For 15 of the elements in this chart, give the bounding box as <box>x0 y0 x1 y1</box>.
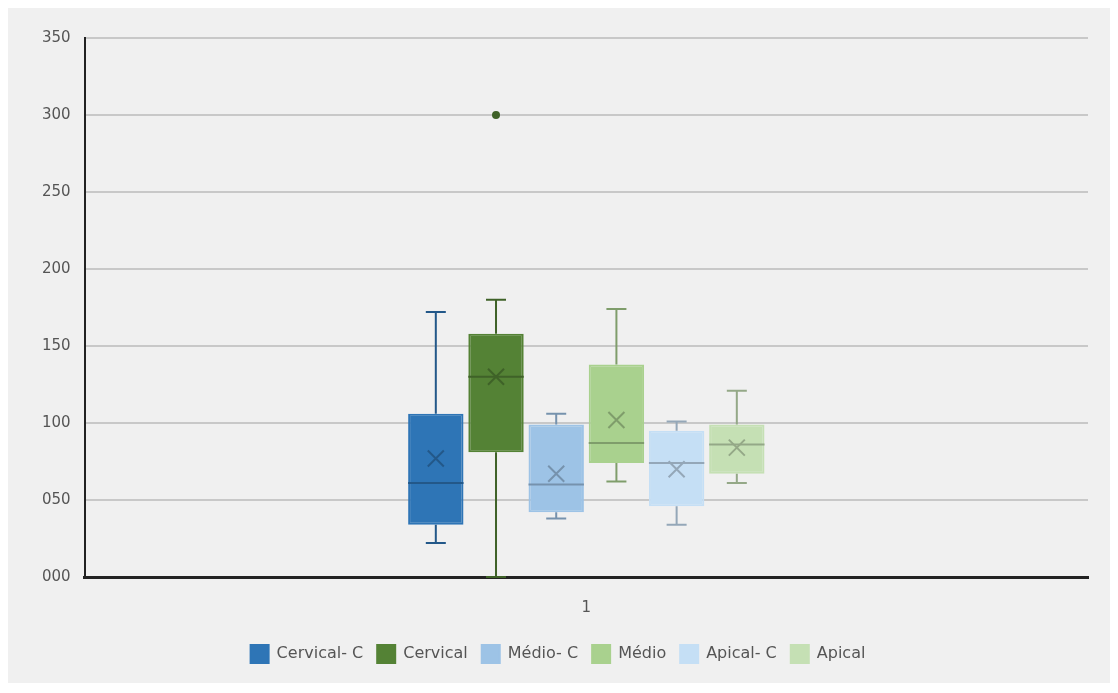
legend-label: Médio <box>618 643 667 663</box>
y-tick-label: 050 <box>41 489 71 508</box>
y-tick-label: 000 <box>41 566 71 585</box>
legend-label: Cervical- C <box>276 643 364 663</box>
legend-label: Cervical <box>403 643 468 663</box>
legend-label: Apical <box>816 643 866 663</box>
y-tick-label: 250 <box>41 181 71 200</box>
y-tick-label: 300 <box>41 104 71 123</box>
y-tick-label: 150 <box>41 335 71 354</box>
x-tick-label: 1 <box>581 597 592 616</box>
legend-label: Apical- C <box>706 643 777 663</box>
y-tick-label: 200 <box>41 258 71 277</box>
y-tick-label: 100 <box>41 412 71 431</box>
y-tick-label: 350 <box>41 27 71 46</box>
legend-label: Médio- C <box>507 643 579 663</box>
